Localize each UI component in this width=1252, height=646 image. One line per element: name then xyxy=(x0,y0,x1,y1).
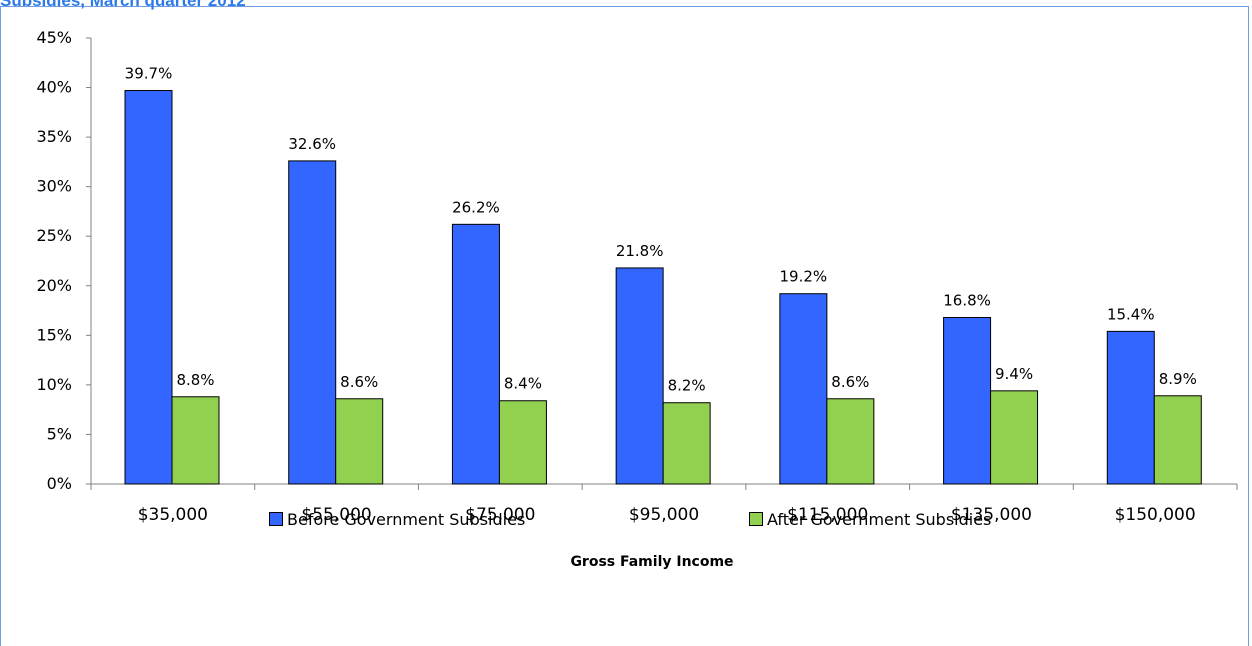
y-tick-label: 35% xyxy=(36,127,72,146)
legend-item-before: Before Government Subsidies xyxy=(269,509,525,529)
y-tick-label: 5% xyxy=(47,424,72,443)
y-tick-label: 45% xyxy=(36,28,72,47)
data-label-after: 8.4% xyxy=(504,375,542,393)
data-label-before: 39.7% xyxy=(125,65,173,83)
x-tick-label: $115,000 xyxy=(787,505,868,525)
bar-after-subsidies xyxy=(990,390,1039,485)
data-label-after: 8.8% xyxy=(176,371,214,389)
bar-before-subsidies xyxy=(1106,330,1155,485)
y-tick-label: 25% xyxy=(36,226,72,245)
legend-swatch-before xyxy=(269,512,283,526)
legend-item-after: After Government Subsidies xyxy=(749,509,991,529)
legend-label-after: After Government Subsidies xyxy=(767,509,992,529)
data-label-before: 26.2% xyxy=(452,198,500,216)
x-tick-label: $95,000 xyxy=(629,505,699,525)
data-label-before: 32.6% xyxy=(288,135,336,153)
data-label-before: 21.8% xyxy=(616,242,664,260)
x-tick-label: $150,000 xyxy=(1115,505,1196,525)
bar-chart: 0% 5% 10% 15% 20% 25% 30% 35% 40% 45% 39.7% 8.8% $35… xyxy=(36,28,1238,570)
bar-after-subsidies xyxy=(498,400,547,485)
data-label-after: 8.2% xyxy=(668,377,706,395)
data-label-before: 19.2% xyxy=(780,268,828,286)
data-label-after: 8.9% xyxy=(1159,370,1197,388)
y-tick-label: 15% xyxy=(36,325,72,344)
x-tick-label: $35,000 xyxy=(138,505,208,525)
bar-after-subsidies xyxy=(826,398,875,485)
data-label-after: 9.4% xyxy=(995,365,1033,383)
chart-frame xyxy=(0,6,1249,646)
bar-before-subsidies xyxy=(615,267,664,485)
legend-swatch-after xyxy=(749,512,763,526)
y-tick-label: 30% xyxy=(36,177,72,196)
y-tick-label: 0% xyxy=(47,474,72,493)
x-tick-label: $55,000 xyxy=(301,505,371,525)
y-tick-label: 20% xyxy=(36,276,72,295)
data-label-after: 8.6% xyxy=(831,373,869,391)
bar-before-subsidies xyxy=(943,316,992,485)
bar-after-subsidies xyxy=(171,396,220,485)
bar-before-subsidies xyxy=(779,293,828,485)
x-axis-title: Gross Family Income xyxy=(570,554,733,570)
data-label-before: 15.4% xyxy=(1107,305,1155,323)
bar-after-subsidies xyxy=(335,398,384,485)
bar-before-subsidies xyxy=(451,223,500,485)
data-label-before: 16.8% xyxy=(943,291,991,309)
bar-before-subsidies xyxy=(124,90,173,485)
legend-label-before: Before Government Subsidies xyxy=(287,509,526,529)
y-tick-label: 10% xyxy=(36,375,72,394)
x-tick-label: $75,000 xyxy=(465,505,535,525)
data-label-after: 8.6% xyxy=(340,373,378,391)
bar-after-subsidies xyxy=(662,402,711,485)
y-tick-label: 40% xyxy=(36,78,72,97)
bar-after-subsidies xyxy=(1153,395,1202,485)
chart-title: Subsidies, March quarter 2012 xyxy=(0,0,246,10)
x-tick-label: $135,000 xyxy=(951,505,1032,525)
bar-before-subsidies xyxy=(288,160,337,485)
